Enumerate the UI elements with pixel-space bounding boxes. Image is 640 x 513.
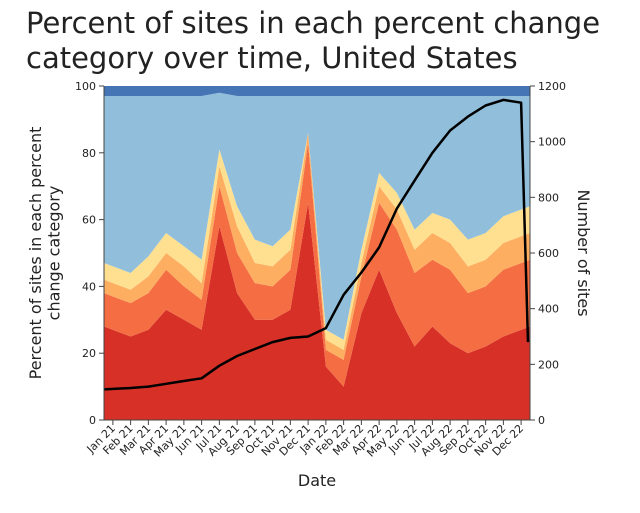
y-axis-title: Percent of sites in each percentchange c…: [26, 127, 63, 380]
y2-tick-label: 400: [538, 303, 559, 316]
y-axis-title-line-1: Percent of sites in each percent: [26, 127, 45, 380]
y2-tick-label: 200: [538, 358, 559, 371]
chart-title: Percent of sites in each percent change …: [26, 6, 601, 75]
y2-ticks: 0 200 400 600 800 1000 1200: [530, 80, 566, 427]
area-band-2: [104, 132, 530, 360]
area-band-4: [104, 92, 530, 340]
y-tick-label: 40: [82, 280, 96, 293]
y-axis-title-line-2: change category: [45, 186, 64, 321]
y-tick-label: 100: [75, 80, 96, 93]
y-tick-label: 0: [89, 414, 96, 427]
sites-line-group: [103, 98, 530, 391]
y2-tick-label: 1000: [538, 136, 566, 149]
y-tick-label: 60: [82, 214, 96, 227]
y-tick-label: 80: [82, 147, 96, 160]
y2-axis-title: Number of sites: [574, 189, 593, 316]
sites-line: [103, 98, 530, 391]
stacked-areas: [104, 86, 530, 420]
area-band-5: [104, 86, 530, 96]
area-band-0: [104, 202, 530, 420]
y-tick-label: 20: [82, 347, 96, 360]
x-axis-title: Date: [298, 471, 336, 490]
y-ticks: 0 20 40 60 80 100: [75, 80, 104, 427]
area-band-1: [104, 142, 530, 387]
y2-tick-label: 1200: [538, 80, 566, 93]
y2-tick-label: 800: [538, 191, 559, 204]
y2-tick-label: 600: [538, 247, 559, 260]
y2-tick-label: 0: [538, 414, 545, 427]
